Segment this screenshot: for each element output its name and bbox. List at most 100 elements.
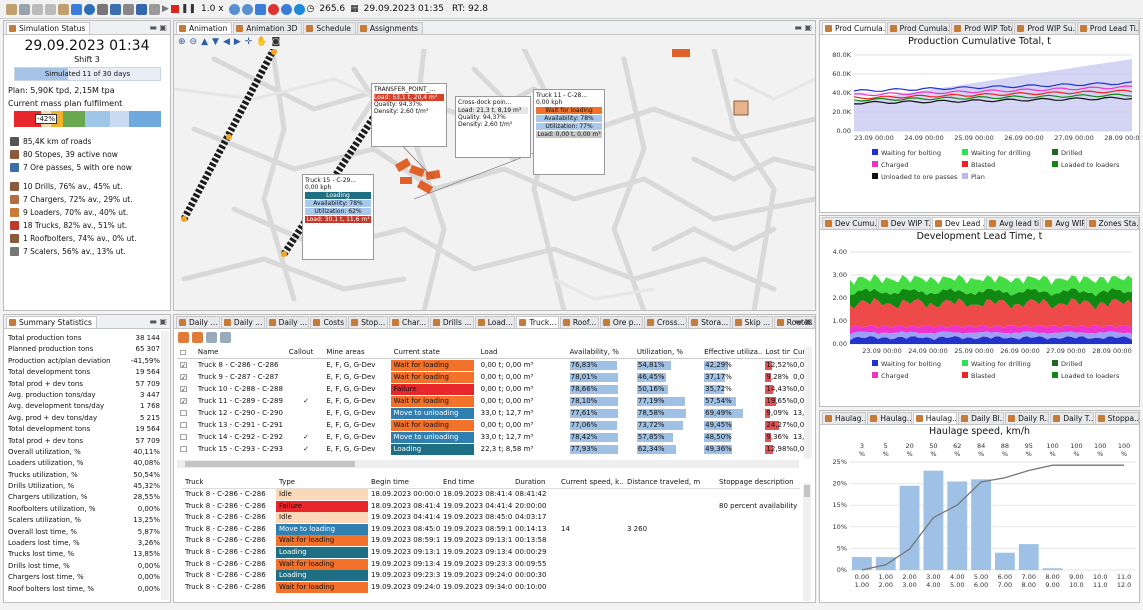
tab-table-3[interactable]: Costs [310, 316, 348, 328]
trucks-hscrollbar[interactable] [177, 460, 799, 468]
tab-summary-statistics[interactable]: Summary Statistics [6, 316, 97, 328]
tab-table-10[interactable]: Ore p... [599, 316, 644, 328]
event-column-header[interactable]: Duration [515, 478, 546, 486]
tab-table-8[interactable]: Truck... [516, 316, 559, 328]
tab-prod-3[interactable]: Prod WIP Su... [1014, 22, 1076, 34]
table-row[interactable]: ☑ Truck 9 - C-287 - C-287 E, F, G, G-Dev Wa… [177, 371, 805, 383]
popup-truck-11[interactable]: Truck 11 - C-28... 0,00 kph Wait for loa… [533, 89, 605, 175]
cell-callout[interactable]: ✓ [303, 432, 310, 441]
cell-callout[interactable]: ✓ [303, 444, 310, 453]
tab-haul-2[interactable]: Haulag... [912, 412, 958, 424]
tab-table-11[interactable]: Cross... [644, 316, 688, 328]
tab-table-13[interactable]: Skip ... [731, 316, 773, 328]
export-icon[interactable] [220, 332, 231, 343]
events-vscrollbar[interactable] [803, 483, 811, 601]
event-row[interactable]: Truck 8 - C-286 - C-286 Wait for loading 1… [182, 535, 800, 547]
tab-haul-1[interactable]: Haulag... [867, 412, 912, 424]
chart-icon[interactable] [110, 3, 121, 15]
row-checkbox[interactable]: ☑ [180, 360, 188, 370]
event-column-header[interactable]: End time [443, 478, 475, 486]
tab-prod-1[interactable]: Prod Cumula... [886, 22, 951, 34]
zoom-in-icon[interactable]: ⊕ [178, 37, 186, 47]
table-row[interactable]: ☑ Truck 11 - C-289 - C-289 ✓ E, F, G, G-Dev… [177, 395, 805, 407]
tab-table-9[interactable]: Roof... [559, 316, 599, 328]
table-row[interactable]: ☑ Truck 8 - C-286 - C-286 E, F, G, G-Dev Wa… [177, 359, 805, 371]
select-all-checkbox[interactable]: ☐ [180, 349, 187, 357]
zoom-out-icon[interactable]: ⊖ [189, 37, 198, 47]
tab-table-5[interactable]: Char... [388, 316, 429, 328]
event-column-header[interactable]: Type [279, 478, 296, 486]
row-checkbox[interactable]: ☑ [180, 384, 188, 394]
tab-animation[interactable]: Animation [176, 22, 233, 34]
event-row[interactable]: Truck 8 - C-286 - C-286 Loading 19.09.2023… [182, 546, 800, 559]
layout-icon[interactable] [136, 3, 147, 15]
event-row[interactable]: Truck 8 - C-286 - C-286 Wait for loading 1… [182, 581, 800, 594]
trucks-vscrollbar[interactable] [804, 347, 812, 459]
tab-schedule[interactable]: Schedule [303, 22, 356, 34]
table-row[interactable]: ☐ Truck 13 - C-291 - C-291 E, F, G, G-Dev W… [177, 419, 805, 431]
chart-view-icon[interactable] [178, 332, 189, 343]
column-header[interactable]: Utilization, % [636, 348, 684, 356]
tab-assignments[interactable]: Assignments [356, 22, 423, 34]
refresh-icon[interactable] [280, 3, 292, 15]
camera-icon[interactable]: ◙ [271, 37, 281, 47]
stope-marker[interactable] [733, 100, 749, 116]
tab-dev-1[interactable]: Dev WIP T... [877, 217, 931, 229]
tab-haul-6[interactable]: Stoppa... [1094, 412, 1139, 424]
tab-table-2[interactable]: Daily ... [265, 316, 310, 328]
slower-icon[interactable] [228, 3, 240, 15]
panel-window-controls[interactable]: ▬ ▣ [149, 317, 167, 326]
open-icon[interactable] [6, 3, 17, 15]
fit-icon[interactable]: ✛ [244, 37, 253, 47]
table-row[interactable]: ☑ Truck 10 - C-288 - C-288 E, F, G, G-Dev F… [177, 383, 805, 395]
tab-table-4[interactable]: Stop... [348, 316, 388, 328]
tab-table-1[interactable]: Daily ... [220, 316, 265, 328]
stop-icon[interactable] [170, 5, 179, 13]
pause-icon[interactable]: ❚❚ [180, 4, 197, 14]
tab-haul-3[interactable]: Daily Bl... [958, 412, 1005, 424]
row-checkbox[interactable]: ☐ [180, 444, 188, 454]
column-header[interactable]: Effective utiliza... [704, 348, 763, 356]
virtual-time-icon[interactable] [254, 3, 266, 15]
tab-haul-5[interactable]: Daily T... [1050, 412, 1094, 424]
faster-icon[interactable] [241, 3, 253, 15]
cut-icon[interactable] [58, 3, 69, 15]
tab-dev-2[interactable]: Dev Lead ... [931, 217, 986, 229]
settings-icon[interactable] [97, 3, 108, 15]
column-header[interactable]: Current state [393, 348, 440, 356]
tab-prod-4[interactable]: Prod Lead Ti... [1076, 22, 1139, 34]
tab-animation-3d[interactable]: Animation 3D [233, 22, 303, 34]
tab-dev-3[interactable]: Avg lead ti... [986, 217, 1042, 229]
pan-down-icon[interactable]: ▼ [212, 37, 219, 47]
panel-window-controls[interactable]: ▬ ▣ [794, 317, 812, 326]
realtime-icon[interactable] [267, 3, 279, 15]
column-header[interactable]: Mine areas [326, 348, 365, 356]
row-checkbox[interactable]: ☐ [180, 420, 188, 430]
cell-callout[interactable] [286, 420, 324, 431]
cell-callout[interactable]: ✓ [303, 396, 310, 405]
redo-icon[interactable] [45, 3, 56, 15]
panel-window-controls[interactable]: ▬ ▣ [149, 23, 167, 32]
tab-dev-0[interactable]: Dev Cumu... [822, 217, 877, 229]
cell-callout[interactable] [286, 360, 324, 371]
tab-table-6[interactable]: Drills ... [429, 316, 474, 328]
tab-table-12[interactable]: Stora... [688, 316, 731, 328]
table-row[interactable]: ☐ Truck 15 - C-293 - C-293 ✓ E, F, G, G-Dev… [177, 443, 805, 455]
tab-table-0[interactable]: Daily ... [176, 316, 220, 328]
row-checkbox[interactable]: ☑ [180, 372, 188, 382]
tab-haul-4[interactable]: Daily R... [1005, 412, 1050, 424]
tab-table-7[interactable]: Load... [474, 316, 516, 328]
table-row[interactable]: ☐ Truck 12 - C-290 - C-290 E, F, G, G-Dev M… [177, 407, 805, 419]
column-header[interactable]: Callout [288, 348, 314, 356]
pan-up-icon[interactable]: ▲ [201, 37, 209, 47]
run-icon[interactable]: ▶ [162, 4, 169, 14]
tab-prod-0[interactable]: Prod Cumula... [822, 22, 886, 34]
copy-icon[interactable] [149, 3, 160, 15]
grid-view-icon[interactable] [206, 332, 217, 343]
cell-callout[interactable] [286, 372, 324, 383]
event-column-header[interactable]: Begin time [371, 478, 409, 486]
event-row[interactable]: Truck 8 - C-286 - C-286 Failure 18.09.2023… [182, 500, 800, 513]
truck-marker[interactable] [672, 49, 690, 57]
tab-table-14[interactable]: Routes [773, 316, 815, 328]
event-column-header[interactable]: Stoppage description [719, 478, 794, 486]
